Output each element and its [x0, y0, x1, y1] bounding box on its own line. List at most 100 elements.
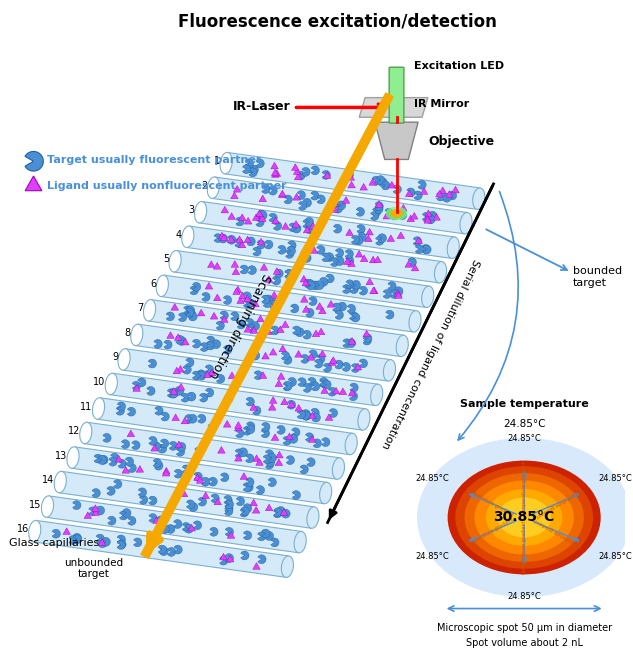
- Wedge shape: [147, 539, 156, 548]
- Wedge shape: [147, 541, 155, 549]
- Polygon shape: [231, 260, 239, 267]
- Wedge shape: [185, 308, 194, 316]
- Polygon shape: [268, 404, 276, 410]
- Wedge shape: [306, 225, 314, 234]
- Polygon shape: [175, 334, 182, 340]
- Wedge shape: [139, 496, 147, 504]
- Wedge shape: [128, 516, 136, 525]
- Wedge shape: [305, 217, 313, 226]
- Polygon shape: [228, 212, 235, 219]
- Wedge shape: [274, 508, 282, 517]
- Polygon shape: [199, 202, 454, 258]
- Wedge shape: [395, 287, 403, 296]
- Wedge shape: [244, 503, 252, 513]
- Wedge shape: [268, 454, 277, 462]
- Wedge shape: [183, 365, 191, 374]
- Polygon shape: [280, 509, 287, 515]
- Polygon shape: [279, 191, 286, 198]
- Polygon shape: [327, 300, 335, 307]
- Text: 9: 9: [112, 352, 118, 362]
- Wedge shape: [275, 269, 283, 278]
- Polygon shape: [265, 276, 273, 282]
- Polygon shape: [253, 214, 260, 220]
- Wedge shape: [245, 164, 253, 172]
- Wedge shape: [185, 415, 193, 424]
- Wedge shape: [166, 312, 175, 321]
- Ellipse shape: [474, 480, 574, 555]
- Wedge shape: [170, 388, 179, 398]
- Wedge shape: [345, 170, 353, 179]
- Polygon shape: [339, 178, 347, 185]
- Wedge shape: [372, 176, 380, 185]
- Wedge shape: [219, 234, 227, 243]
- Polygon shape: [270, 397, 277, 404]
- Polygon shape: [221, 206, 229, 213]
- Wedge shape: [334, 224, 342, 233]
- Wedge shape: [239, 448, 248, 457]
- Wedge shape: [198, 498, 206, 506]
- Polygon shape: [151, 444, 158, 451]
- Ellipse shape: [417, 438, 631, 597]
- Wedge shape: [73, 501, 81, 509]
- Wedge shape: [271, 326, 279, 335]
- Polygon shape: [110, 373, 365, 430]
- Polygon shape: [439, 187, 446, 194]
- Polygon shape: [250, 500, 258, 505]
- Wedge shape: [173, 519, 182, 528]
- Wedge shape: [393, 185, 401, 194]
- Polygon shape: [260, 264, 268, 270]
- Text: bounded
target: bounded target: [573, 266, 622, 288]
- Wedge shape: [306, 433, 314, 442]
- Polygon shape: [270, 348, 277, 355]
- Polygon shape: [272, 170, 279, 177]
- Wedge shape: [246, 454, 254, 463]
- Wedge shape: [241, 551, 249, 560]
- Polygon shape: [273, 170, 280, 176]
- Polygon shape: [244, 217, 252, 224]
- Text: Excitation LED: Excitation LED: [414, 61, 505, 71]
- Polygon shape: [250, 404, 258, 410]
- Polygon shape: [259, 214, 266, 221]
- Polygon shape: [272, 434, 279, 440]
- Wedge shape: [266, 458, 275, 467]
- Ellipse shape: [207, 177, 220, 198]
- Wedge shape: [352, 280, 360, 289]
- Wedge shape: [354, 236, 363, 245]
- Wedge shape: [206, 388, 214, 397]
- Ellipse shape: [41, 496, 54, 517]
- Wedge shape: [288, 241, 296, 250]
- Polygon shape: [399, 204, 407, 211]
- Polygon shape: [282, 222, 289, 229]
- Ellipse shape: [448, 461, 601, 574]
- Polygon shape: [173, 367, 180, 374]
- Wedge shape: [273, 509, 282, 517]
- Wedge shape: [225, 394, 233, 403]
- Wedge shape: [335, 310, 343, 320]
- Wedge shape: [429, 211, 437, 220]
- Wedge shape: [189, 312, 197, 321]
- Polygon shape: [325, 414, 333, 420]
- Polygon shape: [279, 345, 287, 352]
- Wedge shape: [323, 363, 332, 372]
- Polygon shape: [227, 555, 234, 562]
- Polygon shape: [288, 401, 295, 407]
- Ellipse shape: [447, 237, 460, 258]
- Polygon shape: [342, 196, 350, 203]
- Polygon shape: [25, 176, 42, 190]
- Polygon shape: [218, 232, 226, 239]
- Wedge shape: [322, 170, 330, 179]
- Wedge shape: [270, 300, 278, 309]
- Wedge shape: [357, 224, 365, 233]
- Polygon shape: [225, 153, 480, 209]
- Wedge shape: [286, 456, 294, 464]
- Wedge shape: [322, 253, 330, 262]
- Wedge shape: [161, 525, 169, 533]
- Polygon shape: [360, 183, 367, 190]
- Wedge shape: [247, 237, 255, 246]
- Wedge shape: [109, 458, 117, 466]
- Polygon shape: [171, 304, 179, 310]
- Wedge shape: [306, 308, 314, 317]
- Polygon shape: [234, 424, 242, 431]
- Wedge shape: [437, 192, 445, 201]
- Text: IR Mirror: IR Mirror: [414, 99, 470, 109]
